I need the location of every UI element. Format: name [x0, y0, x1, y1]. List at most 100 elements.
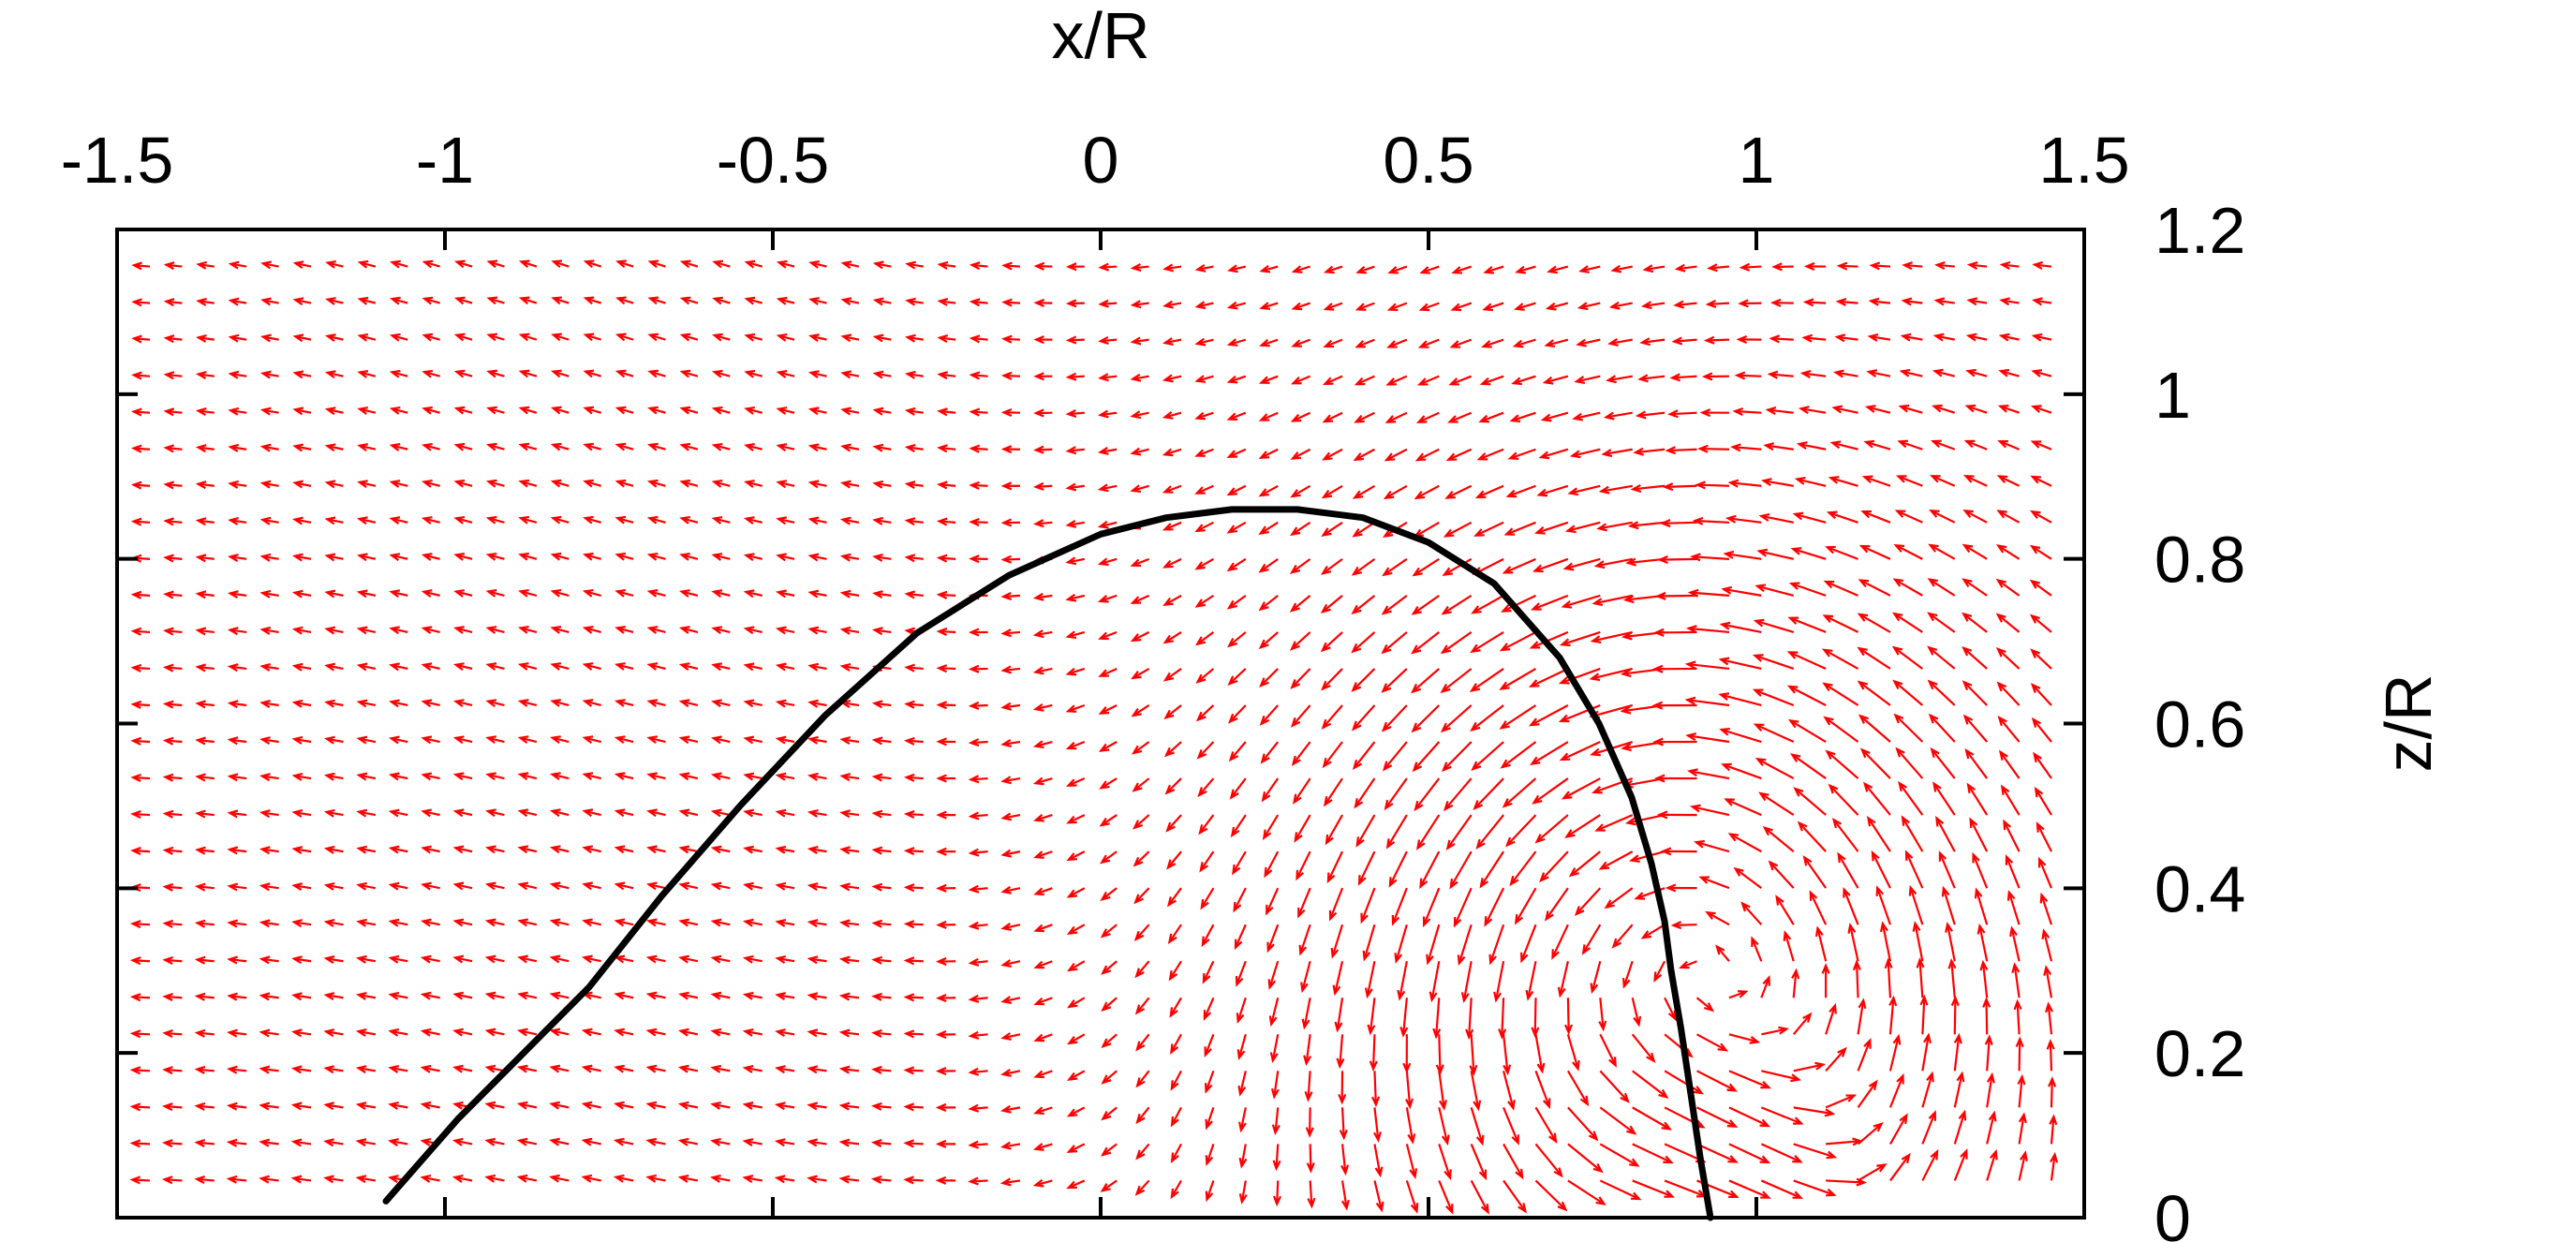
vector-arrow — [355, 1138, 377, 1147]
vector-arrow — [1705, 910, 1730, 926]
vector-arrow — [2000, 784, 2021, 816]
vector-arrow — [1065, 335, 1085, 345]
vector-arrow — [1291, 302, 1310, 311]
vector-arrow — [1902, 261, 1923, 271]
vector-arrow — [712, 333, 731, 342]
vector-arrow — [1320, 557, 1343, 575]
vector-arrow — [550, 626, 570, 634]
vector-arrow — [1416, 375, 1440, 386]
vector-arrow — [1787, 616, 1827, 633]
vector-arrow — [1449, 338, 1473, 348]
vector-arrow — [807, 553, 827, 562]
vector-arrow — [323, 845, 344, 854]
vector-arrow — [2031, 369, 2052, 377]
vector-arrow — [1857, 1121, 1884, 1146]
vector-arrow — [1921, 1032, 1932, 1072]
vector-arrow — [969, 298, 988, 307]
vector-arrow — [936, 517, 956, 526]
vector-arrow — [1598, 484, 1633, 495]
vector-arrow — [452, 881, 473, 891]
vector-arrow — [1754, 758, 1795, 780]
vector-arrow — [1534, 521, 1569, 535]
vector-arrow — [1032, 1143, 1053, 1151]
vector-arrow — [453, 406, 473, 415]
vector-arrow — [1752, 654, 1795, 670]
vector-arrow — [645, 1028, 666, 1037]
vector-arrow — [1685, 625, 1730, 634]
vector-arrow — [2030, 510, 2052, 524]
vector-arrow — [163, 517, 183, 526]
vector-arrow — [226, 1138, 247, 1147]
vector-arrow — [388, 1138, 408, 1146]
vector-arrow — [1226, 448, 1247, 458]
vector-arrow — [228, 554, 247, 562]
vector-arrow — [1599, 1179, 1642, 1201]
vector-arrow — [742, 1102, 762, 1110]
vector-arrow — [744, 406, 762, 415]
vector-arrow — [1065, 593, 1086, 602]
vector-arrow — [1901, 815, 1924, 852]
vector-arrow — [1352, 741, 1376, 771]
vector-arrow — [323, 1065, 344, 1074]
vector-arrow — [259, 1065, 279, 1074]
vector-arrow — [130, 444, 151, 453]
vector-arrow — [744, 443, 762, 451]
vector-arrow — [1752, 688, 1795, 707]
vector-arrow — [1801, 333, 1827, 343]
vector-arrow — [1738, 299, 1762, 308]
vector-arrow — [1226, 484, 1247, 496]
vector-arrow — [1130, 484, 1149, 493]
vector-arrow — [1687, 588, 1730, 598]
vector-arrow — [1435, 1034, 1444, 1075]
vector-arrow — [1066, 1070, 1086, 1081]
vector-arrow — [1953, 1148, 1968, 1181]
vector-arrow — [1259, 302, 1279, 310]
vector-arrow — [1721, 762, 1762, 780]
vector-arrow — [163, 334, 183, 344]
vector-arrow — [807, 480, 827, 489]
vector-arrow — [484, 881, 505, 891]
vector-arrow — [485, 699, 505, 707]
vector-arrow — [937, 444, 956, 453]
vector-arrow — [1258, 484, 1279, 497]
vector-arrow — [1632, 1179, 1676, 1198]
vector-arrow — [1162, 300, 1182, 309]
vector-arrow — [1664, 997, 1677, 1022]
vector-arrow — [163, 444, 183, 453]
vector-arrow — [1651, 664, 1697, 673]
vector-arrow — [356, 662, 377, 672]
vector-arrow — [969, 481, 988, 490]
vector-arrow — [1761, 1026, 1789, 1036]
vector-arrow — [485, 808, 505, 818]
vector-arrow — [1558, 703, 1601, 723]
vector-arrow — [1908, 884, 1924, 925]
vector-arrow — [422, 442, 440, 451]
vector-arrow — [645, 1137, 666, 1146]
vector-arrow — [2043, 965, 2053, 998]
vector-arrow — [1444, 484, 1473, 499]
vector-arrow — [131, 334, 151, 344]
vector-arrow — [1640, 301, 1666, 310]
vector-arrow — [1542, 375, 1569, 385]
vector-arrow — [1235, 960, 1247, 987]
vector-arrow — [1703, 335, 1729, 345]
vector-arrow — [162, 992, 183, 1001]
vector-arrow — [870, 1175, 892, 1184]
vector-arrow — [678, 918, 699, 927]
vector-arrow — [1728, 1179, 1771, 1199]
vector-arrow — [1493, 961, 1505, 1003]
vector-arrow — [1033, 1070, 1053, 1079]
vector-arrow — [1000, 959, 1021, 968]
vector-arrow — [549, 918, 570, 927]
vector-arrow — [1791, 968, 1800, 998]
vector-arrow — [550, 552, 570, 561]
vector-arrow — [228, 297, 247, 306]
vector-arrow — [1339, 1107, 1348, 1141]
vector-arrow — [1760, 478, 1794, 487]
vector-arrow — [1515, 265, 1536, 274]
vector-arrow — [323, 992, 344, 1001]
vector-arrow — [162, 663, 183, 673]
vector-arrow — [1511, 375, 1536, 386]
vector-arrow — [1962, 680, 1988, 706]
vector-arrow — [1932, 368, 1956, 377]
